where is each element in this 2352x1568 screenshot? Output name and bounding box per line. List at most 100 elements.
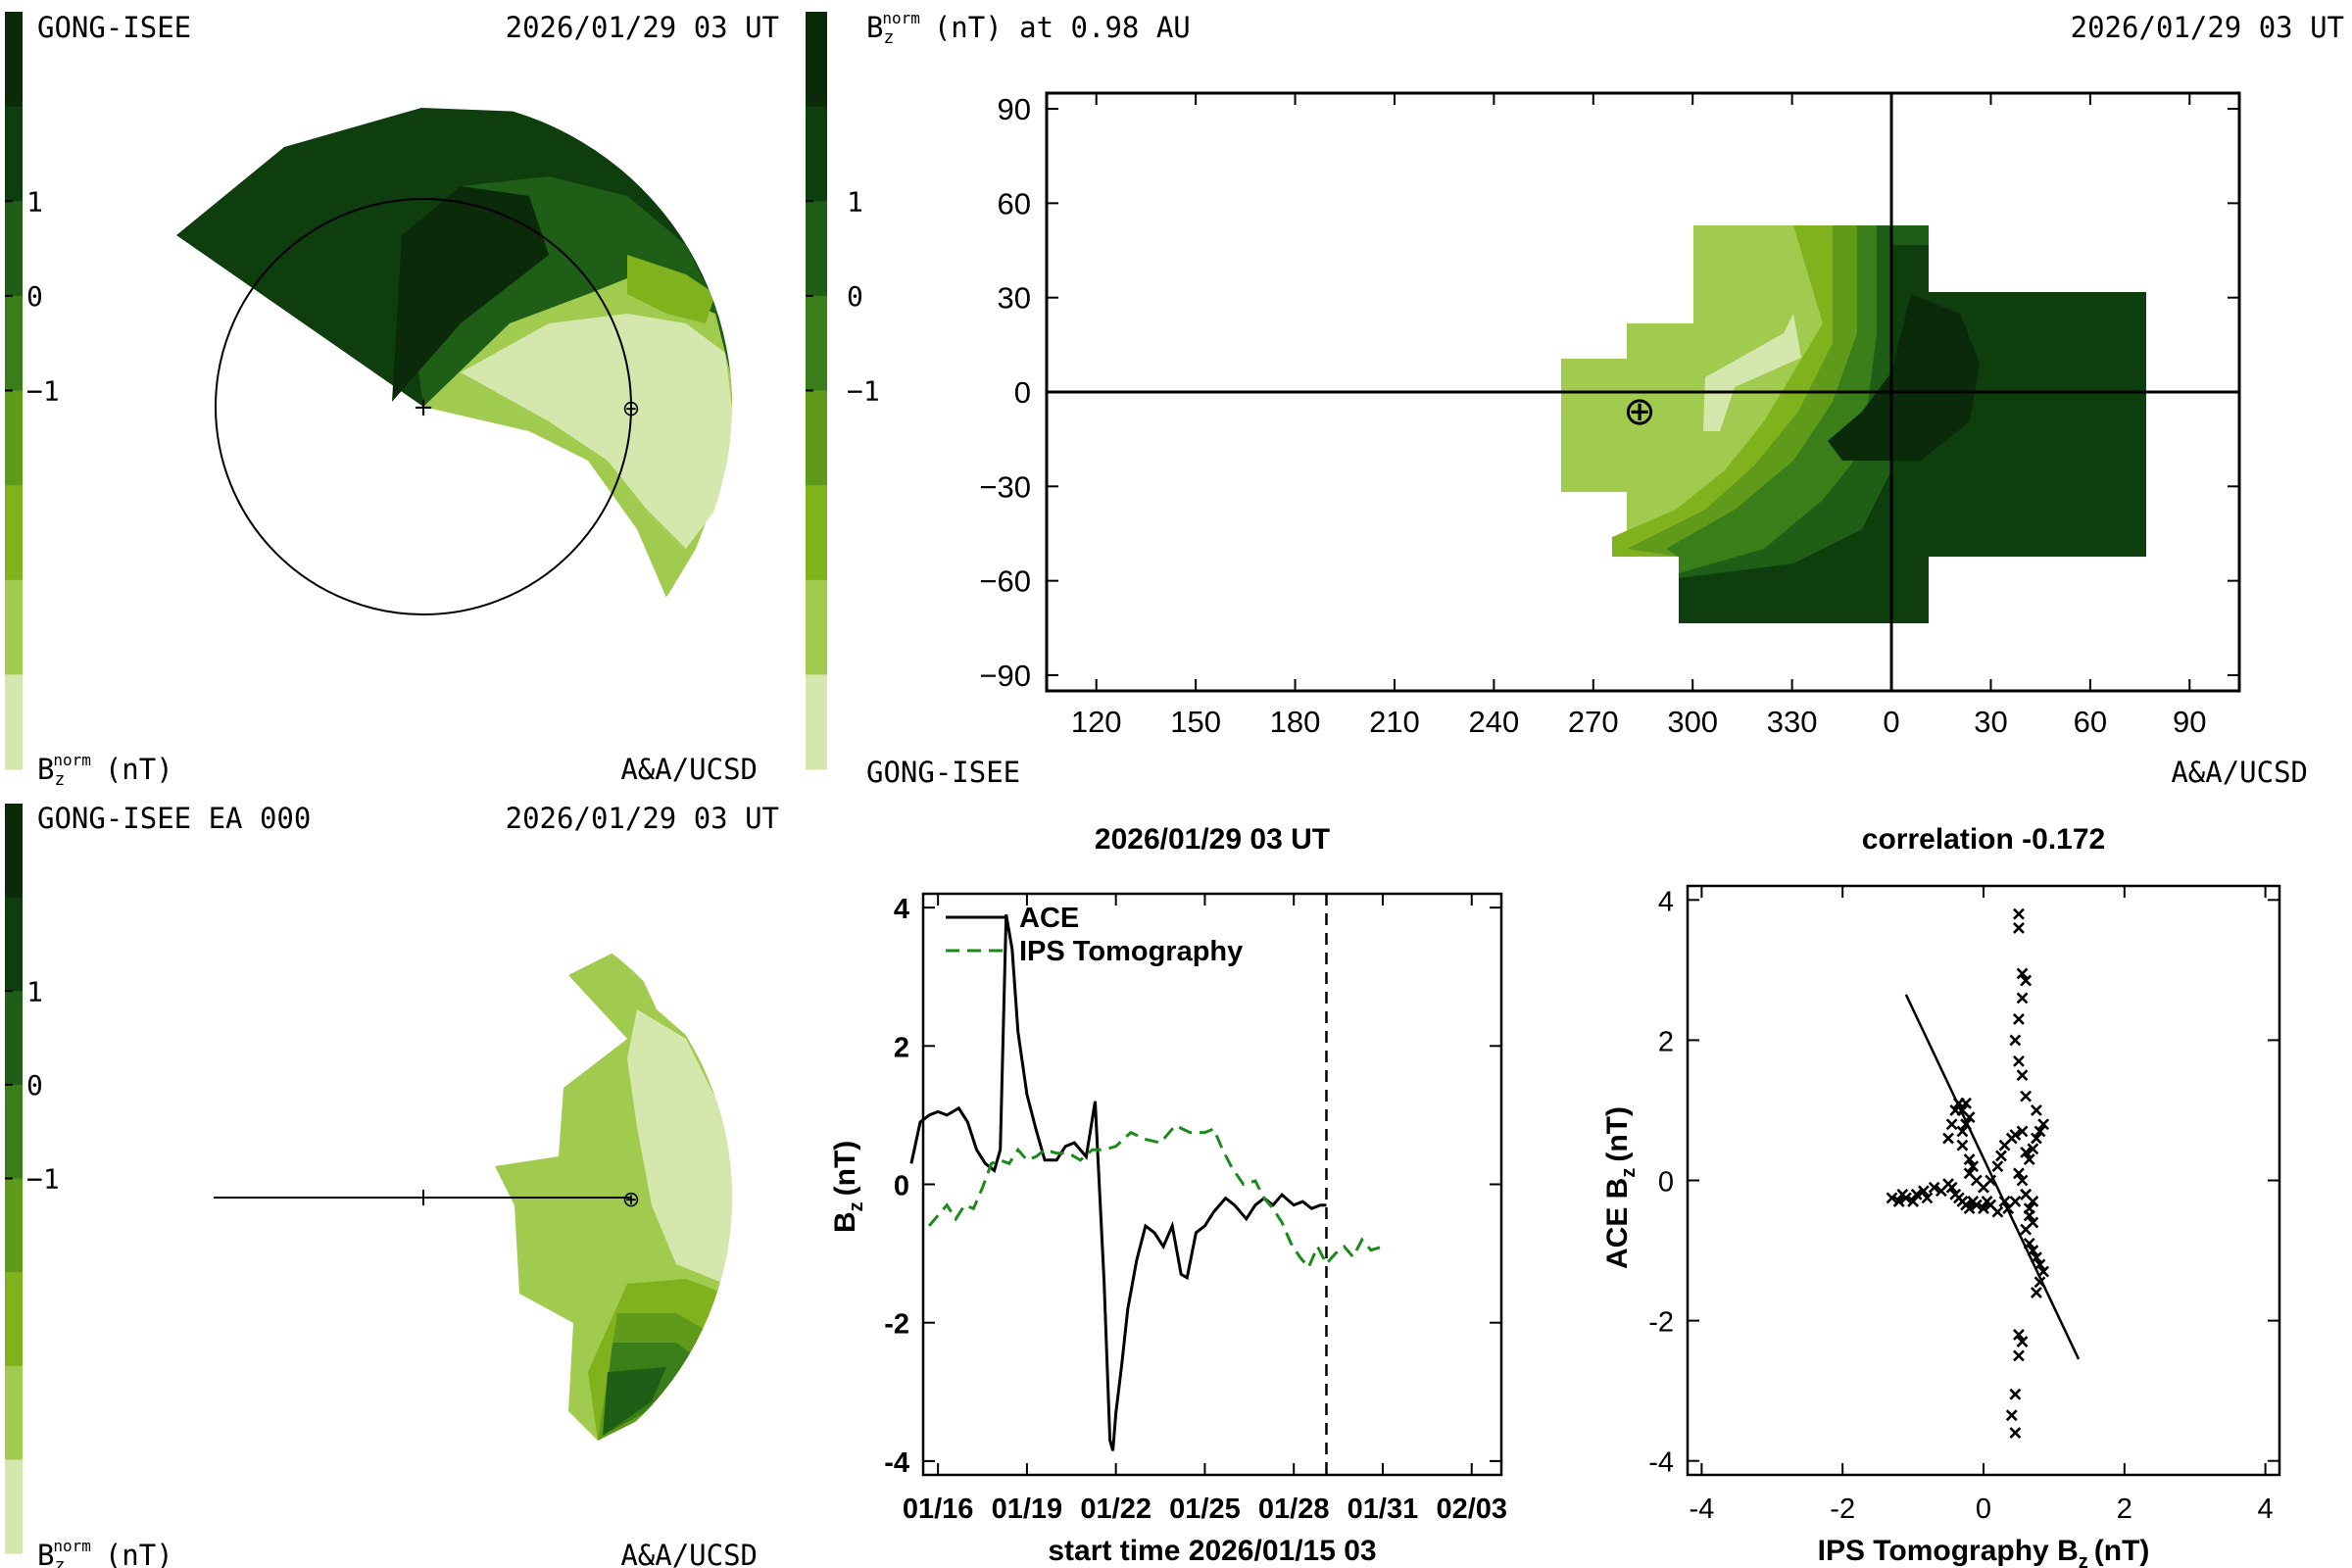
colorbar-swatch [5,106,23,202]
earth-marker-top-left: ⊕ [622,397,640,421]
sc-point [2034,1276,2046,1289]
sc-point [2013,1054,2025,1067]
colorbar-swatch [806,12,827,108]
sc-ylabel: ACE Bz(nT) [1601,1106,1640,1269]
colorbar-swatch [806,579,827,675]
sc-point [1984,1174,1997,1187]
scatter-chart: correlation -0.172 -4 -2 0 2 4 4 2 0 -2 -4 IPS Tomo… [1601,823,2281,1568]
panel-tl-credit: A&A/UCSD [620,753,758,786]
map-y-tick-label: −90 [979,659,1031,693]
colorbar-swatch [806,106,827,202]
sc-point [2013,922,2025,934]
ts-xlabel: start time 2026/01/15 03 [1048,1535,1376,1567]
panel-bl-title-right: 2026/01/29 03 UT [506,802,779,835]
map-y-tick-label: −60 [979,564,1031,599]
earth-marker-bottom-left: ⊕ [622,1188,640,1212]
sc-point [2037,1265,2050,1278]
ts-legend-label: IPS Tomography [1019,936,1243,967]
sc-y-tick-label: -2 [1648,1307,1674,1339]
map-x-tick-label: 30 [1974,705,2007,739]
map-title: Bznorm (nT) at 0.98 AU [866,9,1191,48]
sc-x-tick-label: -2 [1830,1494,1855,1525]
colorbar-tick-label: 1 [26,185,43,218]
panel-lat-lon-map: Bznorm (nT) at 0.98 AU 2026/01/29 03 UT 1… [866,9,2344,789]
sc-point [1956,1139,1969,1152]
panel-bl-title-left: GONG-ISEE EA 000 [37,802,311,835]
map-contour-field [1561,225,2146,623]
colorbar-tick-label: 0 [26,280,43,313]
sc-point [2027,1143,2039,1155]
map-y-tick-label: 60 [998,186,1031,220]
sc-point [1899,1192,1912,1204]
ts-x-tick-label: 01/16 [903,1494,974,1525]
colorbar-tick-label: 1 [26,975,43,1007]
sc-point [1945,1181,1958,1194]
contour-band-region [627,255,715,323]
sc-xlabel: IPS Tomography Bz (nT) [1818,1535,2150,1568]
timeseries-frame [921,892,1503,1477]
ts-x-tick-label: 01/19 [992,1494,1063,1525]
sc-point [1945,1118,1958,1131]
map-y-tick-label: 30 [998,281,1031,316]
map-x-tick-label: 330 [1767,705,1818,739]
sc-point [2020,974,2033,987]
colorbar-swatch [5,1459,23,1554]
map-region-light [1703,314,1801,431]
sc-point [2023,1153,2035,1165]
sc-y-tick-label: 4 [1658,886,1674,917]
sc-point [2034,1125,2046,1138]
map-x-tick-label: 210 [1369,705,1420,739]
colorbar-swatch [806,390,827,486]
colorbar-swatch [5,1272,23,1367]
sc-point [1995,1150,2007,1162]
sc-point [2027,1245,2039,1256]
sc-point [1967,1160,1980,1173]
ts-y-tick-label: -4 [884,1447,909,1479]
colorbar-tick-label: 0 [847,280,863,313]
sc-point [2013,1328,2025,1341]
sun-marker: + [413,393,434,422]
sc-point [1952,1097,1965,1109]
map-credit-right: A&A/UCSD [2171,756,2308,789]
sc-point [1917,1185,1930,1198]
contour-darkest-region [392,186,549,402]
map-y-tick-label: −30 [979,469,1031,504]
ts-x-tick-label: 01/31 [1348,1494,1419,1525]
sc-point [2009,1129,2022,1141]
map-x-tick-label: 180 [1270,705,1321,739]
colorbar-swatch [5,1084,23,1179]
sc-point [2016,1174,2029,1187]
sc-point [1907,1196,1920,1207]
sc-point [2016,967,2029,980]
sc-point [1910,1188,1923,1200]
sc-point [1991,1160,2004,1173]
sc-point [2013,1013,2025,1025]
colorbar-label-top-left: Bznorm (nT) [37,751,173,790]
sc-point [1886,1192,1898,1204]
sc-point [1956,1125,1969,1138]
map-title-right: 2026/01/29 03 UT [2071,11,2344,44]
map-x-tick-label: 240 [1469,705,1520,739]
ts-x-tick-label: 01/25 [1169,1494,1241,1525]
colorbar-swatch [5,674,23,770]
colorbar-swatch [5,991,23,1086]
colorbar-swatch [5,897,23,992]
sc-point [2009,1427,2022,1439]
sc-y-tick-label: 0 [1658,1167,1674,1199]
sc-point [2013,907,2025,920]
sc-point [1942,1132,1954,1145]
sc-point [1949,1104,1962,1116]
colorbar-swatch [5,12,23,108]
map-x-tick-label: 0 [1883,705,1899,739]
ts-y-tick-label: 0 [894,1171,909,1202]
colorbar-swatch [5,485,23,581]
sc-point [1921,1192,1934,1204]
meridional-contour-field [495,946,732,1441]
earth-marker-map: ⊕ [1623,389,1656,434]
sc-point [1978,1202,1989,1215]
map-x-tick-label: 300 [1667,705,1718,739]
ts-y-tick-label: -2 [884,1309,909,1341]
sc-point [2016,992,2029,1004]
sc-point [2023,1237,2035,1250]
